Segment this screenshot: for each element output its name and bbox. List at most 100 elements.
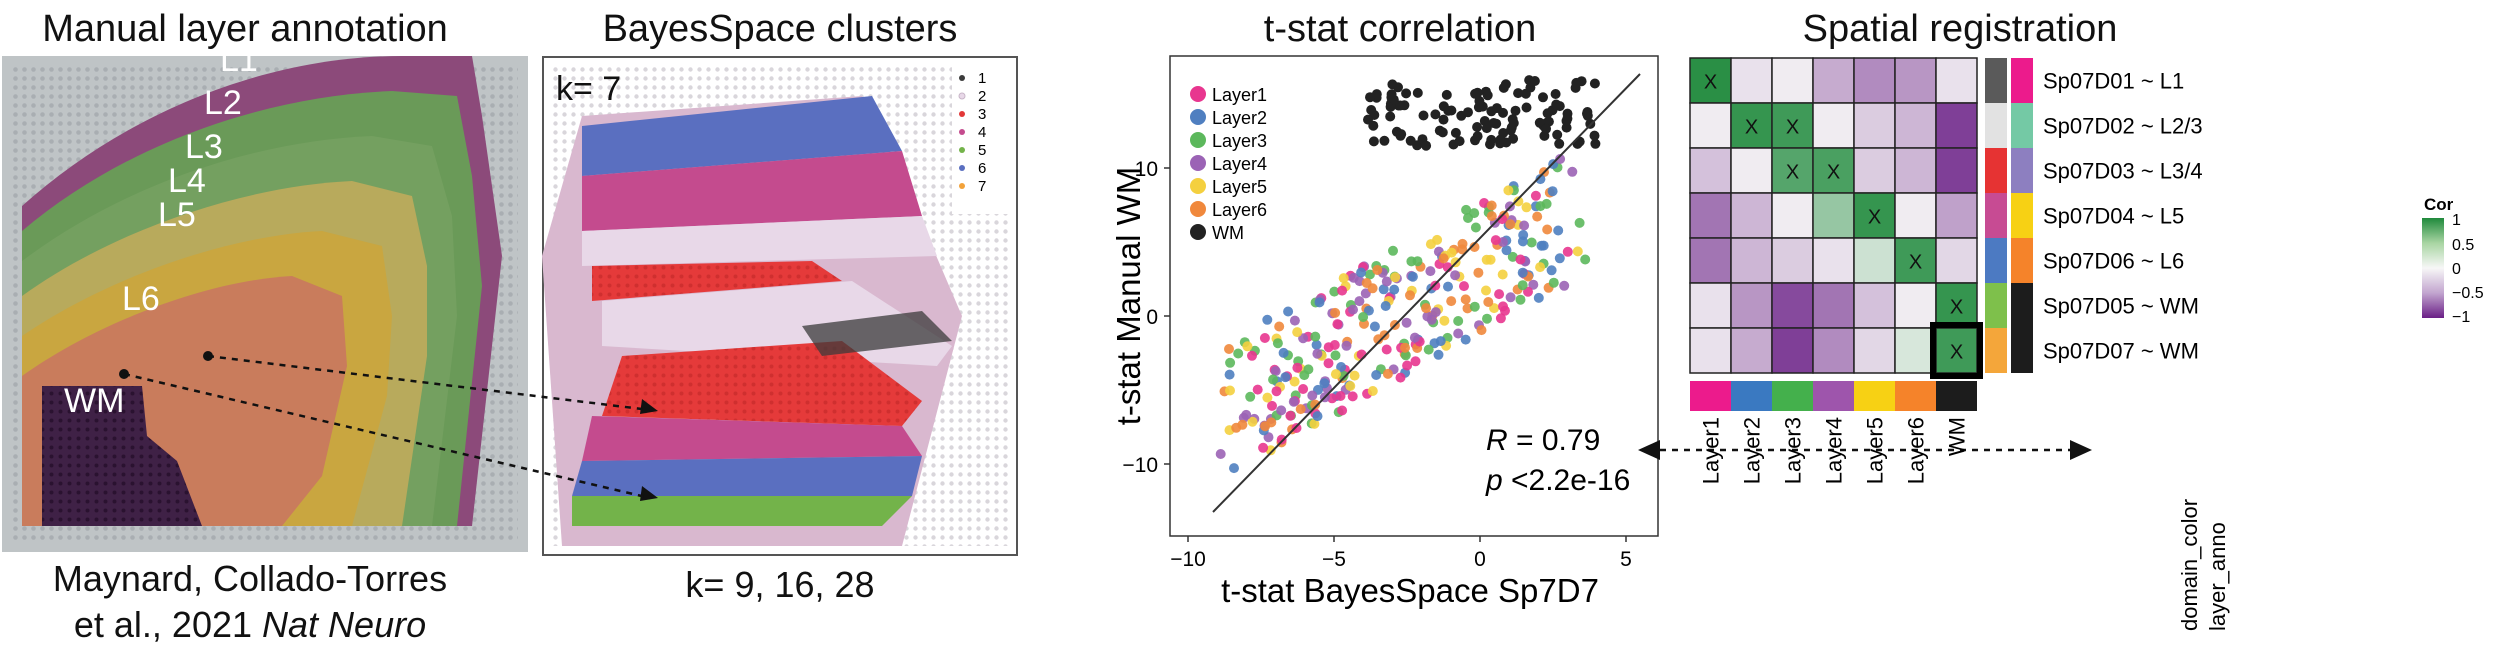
column-color-swatch — [1895, 381, 1936, 411]
scatter-point — [1371, 370, 1382, 380]
xtick-neg5: −5 — [1322, 548, 1346, 571]
x-axis-label: t-stat BayesSpace Sp7D7 — [1221, 572, 1599, 609]
scatter-point — [1309, 418, 1320, 429]
scatter-point-wm — [1534, 117, 1545, 128]
heatmap-row-label: Sp07D05 ~ WM — [2043, 294, 2199, 319]
column-color-swatch — [1813, 381, 1854, 411]
heatmap-mark: X — [1950, 297, 1963, 319]
legend-dot-7 — [959, 183, 965, 189]
layer-anno-swatch — [2011, 283, 2033, 328]
scatter-point — [1470, 222, 1481, 233]
scatter-point — [1369, 321, 1380, 332]
scatter-point — [1345, 381, 1356, 391]
scatter-point — [1430, 280, 1441, 291]
heatmap-highlight — [1930, 322, 1983, 379]
heatmap-row-label: Sp07D06 ~ L6 — [2043, 249, 2184, 274]
scatter-point — [1310, 399, 1321, 410]
heatmap-cell — [1730, 192, 1773, 239]
layer-color-bar — [1690, 381, 1977, 411]
scatter-point — [1329, 286, 1340, 297]
cluster-band-2-top — [582, 216, 937, 266]
scatter-point-wm — [1472, 122, 1483, 132]
scatter-point — [1299, 370, 1310, 381]
scatter-point — [1247, 350, 1257, 361]
scatter-point — [1541, 198, 1552, 209]
heatmap-col-label: Layer6 — [1904, 417, 1929, 484]
scatter-point — [1330, 350, 1341, 361]
heatmap-row-label: Sp07D03 ~ L3/4 — [2043, 159, 2203, 184]
scatter-point — [1312, 411, 1323, 422]
heatmap-cell — [1935, 327, 1978, 374]
scatter-point — [1330, 369, 1341, 380]
heatmap-col-label: Layer5 — [1863, 417, 1888, 484]
cor-legend-title: Cor — [2424, 195, 2454, 214]
label-l2: L2 — [204, 84, 242, 122]
scatter-point — [1390, 272, 1401, 283]
scatter-point-wm — [1550, 89, 1561, 99]
column-color-swatch — [1772, 381, 1813, 411]
legend-dot-2 — [958, 92, 966, 100]
scatter-point — [1515, 254, 1526, 265]
scatter-point — [1338, 273, 1349, 284]
scatter-point — [1337, 285, 1348, 296]
legend-dot-wm — [1190, 224, 1206, 240]
bayes-cluster-image: k= 7 1 2 3 4 5 6 7 — [542, 56, 1018, 556]
side-label-domain-color: domain_color — [2177, 499, 2202, 631]
heatmap-cell — [1935, 192, 1978, 239]
scatter-point — [1473, 267, 1484, 278]
legend-dot-layer3 — [1190, 132, 1206, 148]
scatter-point — [1395, 372, 1406, 383]
scatter-points — [1215, 75, 1601, 474]
scatter-point — [1224, 344, 1234, 354]
scatter-point — [1580, 254, 1591, 265]
cluster-band-5 — [572, 496, 912, 526]
scatter-point — [1483, 297, 1494, 307]
scatter-point — [1262, 314, 1273, 325]
scatter-point — [1358, 312, 1369, 322]
scatter-point — [1245, 391, 1256, 402]
domain-color-swatch — [1985, 58, 2007, 103]
scatter-point — [1503, 185, 1514, 196]
label-wm: WM — [64, 382, 124, 420]
scatter-point — [1241, 409, 1252, 420]
scatter-point-wm — [1551, 99, 1562, 110]
scatter-point-wm — [1513, 88, 1524, 99]
scatter-point-wm — [1470, 135, 1480, 146]
cor-tick-0-5: 0.5 — [2452, 237, 2474, 254]
scatter-point — [1505, 219, 1516, 230]
scatter-point — [1270, 366, 1281, 377]
scatter-point — [1401, 317, 1412, 328]
scatter-point-wm — [1491, 103, 1502, 114]
scatter-point — [1485, 254, 1496, 265]
scatter-point — [1356, 349, 1367, 360]
scatter-point — [1553, 225, 1564, 236]
heatmap-cell — [1730, 282, 1773, 329]
xtick-0: 0 — [1474, 548, 1486, 571]
scatter-point-wm — [1510, 105, 1521, 116]
citation-line1: Maynard, Collado-Torres — [52, 558, 448, 599]
heatmap-cell — [1853, 147, 1896, 194]
cor-tick-neg0-5: −0.5 — [2452, 285, 2484, 302]
label-l6: L6 — [122, 280, 160, 318]
scatter-point — [1519, 220, 1530, 231]
heatmap-cell — [1771, 282, 1814, 329]
scatter-point-wm — [1379, 135, 1390, 146]
scatter-point-wm — [1482, 90, 1493, 101]
scatter-point — [1332, 319, 1343, 330]
heatmap-mark: X — [1950, 342, 1963, 364]
scatter-legend: Layer1 Layer2 Layer3 Layer4 Layer5 Layer… — [1190, 85, 1267, 243]
scatter-point — [1360, 288, 1371, 299]
scatter-point — [1535, 262, 1546, 273]
scatter-point — [1515, 294, 1526, 305]
tstat-scatter-plot: 10 0 −10 −10 −5 0 5 t-stat Manual WM t-s… — [1110, 55, 1659, 609]
cluster-band-6-top — [582, 96, 902, 176]
scatter-point — [1292, 327, 1303, 338]
domain-color-swatch — [1985, 328, 2007, 373]
scatter-point-wm — [1371, 89, 1382, 100]
heatmap-cell — [1853, 237, 1896, 284]
heatmap-row-labels: Sp07D01 ~ L1 Sp07D02 ~ L2/3 Sp07D03 ~ L3/4… — [2043, 69, 2203, 364]
xtick-neg10: −10 — [1170, 548, 1206, 571]
scatter-point-wm — [1395, 100, 1406, 111]
scatter-point — [1460, 334, 1471, 345]
cluster-band-3-top — [592, 261, 842, 301]
